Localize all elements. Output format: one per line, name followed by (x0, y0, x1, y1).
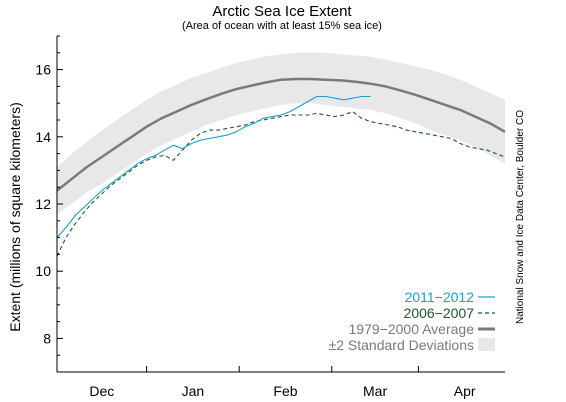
y-tick-label: 14 (35, 129, 51, 145)
y-tick-label: 8 (43, 330, 51, 346)
y-tick-label: 16 (35, 62, 51, 78)
legend-label-2006-2007: 2006−2007 (404, 305, 475, 321)
chart-subtitle: (Area of ocean with at least 15% sea ice… (182, 20, 382, 32)
y-axis-label: Extent (millions of square kilometers) (7, 102, 23, 332)
y-tick-label: 10 (35, 263, 51, 279)
legend-label-std-dev: ±2 Standard Deviations (329, 337, 474, 353)
y-tick-label: 12 (35, 196, 51, 212)
legend: 2011−2012 2006−2007 1979−2000 Average ±2… (329, 289, 495, 353)
x-tick-label: Apr (454, 383, 476, 399)
series-line-1979-2000-average (56, 77, 506, 192)
series-line-2006-2007 (56, 111, 506, 257)
legend-label-average: 1979−2000 Average (349, 321, 475, 337)
legend-label-2011-2012: 2011−2012 (405, 289, 475, 305)
x-tick-label: Mar (363, 383, 387, 399)
chart-title: Arctic Sea Ice Extent (212, 3, 352, 20)
credit-text: National Snow and Ice Data Center, Bould… (515, 110, 526, 324)
plot-area: 8 10 12 14 16 Dec Jan Feb Mar Apr (35, 35, 506, 399)
legend-swatch-std-dev (478, 338, 495, 351)
x-tick-label: Feb (273, 383, 297, 399)
std-dev-band (57, 52, 505, 215)
x-tick-label: Dec (89, 383, 114, 399)
series-line-2011-2012 (56, 95, 371, 238)
x-tick-label: Jan (182, 383, 205, 399)
